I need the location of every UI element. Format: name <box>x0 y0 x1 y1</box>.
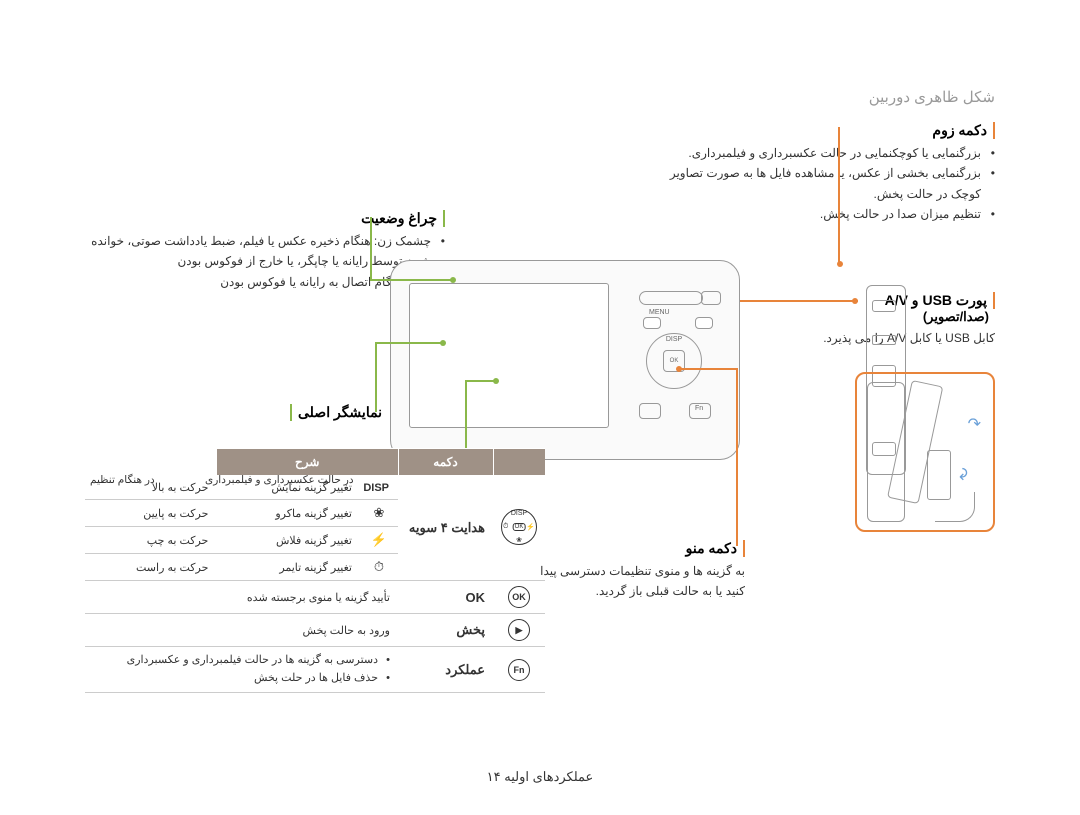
callout-line <box>680 368 738 370</box>
fn-label: عملکرد <box>398 647 493 693</box>
icon-cell: ⚡ <box>360 527 398 554</box>
zoom-section: دکمه زوم بزرگنمایی یا کوچکنمایی در حالت … <box>665 122 995 225</box>
camera-illustration: MENU DISP OK Fn <box>390 260 740 460</box>
callout-dot <box>837 261 843 267</box>
icon-cell: DISP <box>360 476 398 500</box>
play-label: پخش <box>398 614 493 647</box>
page-title: شکل ظاهری دوربین <box>869 88 995 106</box>
desc-cell: تغییر گزینه تایمر <box>216 554 360 581</box>
play-btn-icon <box>639 403 661 419</box>
status-heading: چراغ وضعیت <box>85 210 445 227</box>
dpad-icon: DISP OK ❀ ⏱ ⚡ <box>501 509 537 545</box>
table-row: OK OK تأیید گزینه یا منوی برجسته شده <box>85 581 545 614</box>
table-row: Fn عملکرد دسترسی به گزینه ها در حالت فیل… <box>85 647 545 693</box>
list-item: تنظیم میزان صدا در حالت پخش. <box>665 204 995 224</box>
ok-icon-cell: OK <box>493 581 545 614</box>
callout-line <box>740 300 858 302</box>
th-desc: شرح <box>216 449 398 476</box>
ok-label: OK <box>398 581 493 614</box>
menu-text: به گزینه ها و منوی تنظیمات دسترسی پیدا ک… <box>525 561 745 602</box>
zoom-list: بزرگنمایی یا کوچکنمایی در حالت عکسبرداری… <box>665 143 995 225</box>
page-footer: عملکردهای اولیه ۱۴ <box>0 769 1080 785</box>
adj-cell: حرکت به راست <box>85 554 216 581</box>
adj-cell: حرکت به چپ <box>85 527 216 554</box>
callout-dot <box>493 378 499 384</box>
desc-cell: تغییر گزینه ماکرو <box>216 500 360 527</box>
table-row: ▶ پخش ورود به حالت پخش <box>85 614 545 647</box>
dpad-icon: DISP OK <box>646 333 702 389</box>
menu-btn-icon <box>643 317 661 329</box>
shutter-icon <box>701 291 721 305</box>
arrow-icon: ↷ <box>968 414 981 434</box>
callout-line <box>375 342 377 412</box>
list-item: بزرگنمایی یا کوچکنمایی در حالت عکسبرداری… <box>665 143 995 163</box>
camera-screen <box>409 283 609 428</box>
zoom-heading: دکمه زوم <box>665 122 995 139</box>
dpad-cell: DISP OK ❀ ⏱ ⚡ <box>493 476 545 581</box>
list-item: چشمک زن: هنگام ذخیره عکس یا فیلم، ضبط یا… <box>85 231 445 272</box>
mode-header: در هنگام تنظیم <box>90 474 155 486</box>
menu-heading: دکمه منو <box>525 540 745 557</box>
callout-line <box>838 127 840 263</box>
callout-dot <box>676 366 682 372</box>
play-icon-cell: ▶ <box>493 614 545 647</box>
play-icon: ▶ <box>508 619 530 641</box>
list-item: حذف فایل ها در حلت پخش <box>93 670 390 688</box>
zoom-bar-icon <box>639 291 703 305</box>
callout-line <box>465 380 467 452</box>
main-display-label: نمایشگر اصلی <box>290 404 382 421</box>
list-item: دسترسی به گزینه ها در حالت فیلمبرداری و … <box>93 652 390 670</box>
mode-header2: در حالت عکسبرداری و فیلمبرداری <box>205 474 354 486</box>
ok-desc: تأیید گزینه یا منوی برجسته شده <box>85 581 398 614</box>
adj-cell: حرکت به پایین <box>85 500 216 527</box>
fn-icon-cell: Fn <box>493 647 545 693</box>
menu-button-section: دکمه منو به گزینه ها و منوی تنظیمات دستر… <box>525 540 745 602</box>
camera-controls: MENU DISP OK Fn <box>621 291 721 431</box>
menu-label-icon: MENU <box>649 309 670 316</box>
callout-line <box>370 279 452 281</box>
fn-icon: Fn <box>508 659 530 681</box>
power-btn-icon <box>695 317 713 329</box>
callout-line <box>465 380 495 382</box>
play-desc: ورود به حالت پخش <box>85 614 398 647</box>
fn-desc: دسترسی به گزینه ها در حالت فیلمبرداری و … <box>85 647 398 693</box>
usb-port-illustration: ↷ ↷ <box>855 372 995 532</box>
desc-cell: تغییر گزینه فلاش <box>216 527 360 554</box>
callout-dot <box>440 340 446 346</box>
fn-btn-icon: Fn <box>689 403 711 419</box>
callout-dot <box>852 298 858 304</box>
ok-icon: OK <box>508 586 530 608</box>
th-button: دکمه <box>398 449 493 476</box>
callout-dot <box>450 277 456 283</box>
callout-line <box>370 217 372 281</box>
icon-cell: ⏱ <box>360 554 398 581</box>
list-item: بزرگنمایی بخشی از عکس، یا مشاهده فایل ها… <box>665 163 995 204</box>
arrow-icon: ↷ <box>951 467 971 480</box>
icon-cell: ❀ <box>360 500 398 527</box>
callout-line <box>375 342 443 344</box>
fourway-label: هدایت ۴ سویه <box>398 476 493 581</box>
callout-line <box>736 368 738 546</box>
th-icon <box>493 449 545 476</box>
